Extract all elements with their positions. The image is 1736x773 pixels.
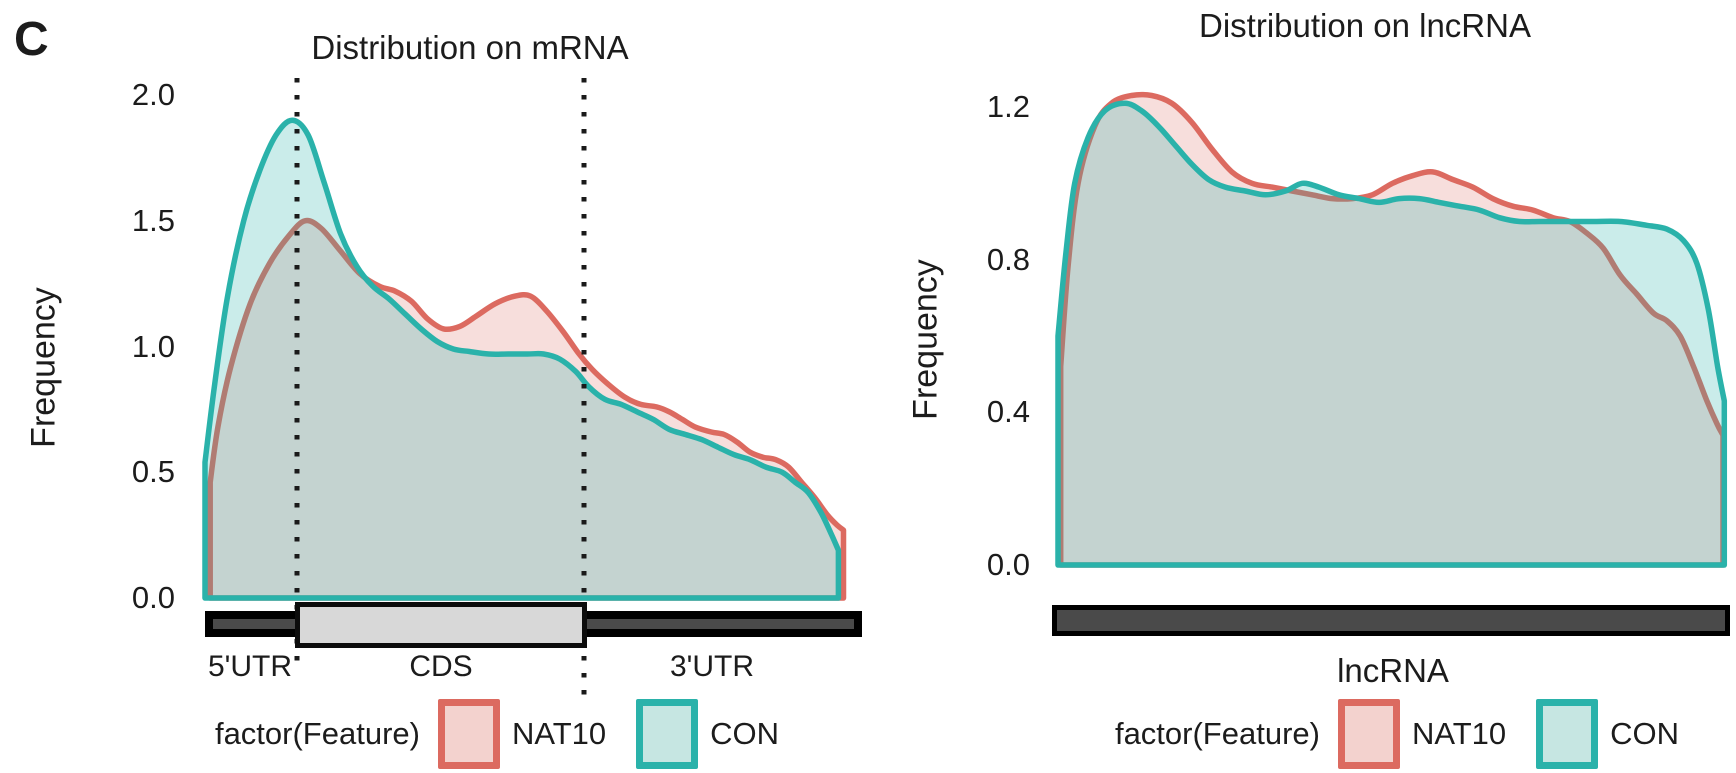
chart-title-mrna: Distribution on mRNA — [311, 29, 629, 66]
y-tick-mrna-0.5: 0.5 — [131, 454, 175, 490]
region-label-cds: CDS — [409, 650, 473, 683]
density-area-mrna-con — [202, 117, 842, 601]
legend-label-con: CON — [1610, 716, 1680, 751]
y-tick-mrna-2.0: 2.0 — [131, 77, 175, 112]
y-axis-label-mrna: Frequency — [24, 287, 63, 448]
legend-title-mrna: factor(Feature) — [214, 716, 420, 751]
legend-label-con: CON — [710, 716, 780, 751]
y-tick-mrna-0.0: 0.0 — [131, 580, 175, 615]
y-tick-lncrna-0.8: 0.8 — [986, 241, 1030, 277]
y-tick-lncrna-0.4: 0.4 — [986, 394, 1030, 430]
density-area-lncrna-con — [1055, 100, 1728, 568]
y-tick-lncrna-1.2: 1.2 — [986, 89, 1030, 124]
y-axis-label-lncrna: Frequency — [906, 259, 945, 420]
chart-title-lncrna: Distribution on lncRNA — [1199, 7, 1531, 44]
region-label-lncrna: lncRNA — [1337, 652, 1449, 689]
y-tick-mrna-1.5: 1.5 — [131, 202, 175, 238]
legend-swatch-nat10 — [1337, 699, 1400, 769]
legend-swatch-con — [1536, 699, 1599, 769]
region-label-3utr: 3'UTR — [669, 650, 755, 683]
gene-model-cds-box — [295, 602, 587, 648]
legend-swatch-nat10 — [437, 699, 500, 769]
y-tick-mrna-1.0: 1.0 — [131, 328, 175, 364]
y-tick-lncrna-0.0: 0.0 — [986, 547, 1030, 582]
legend-swatch-con — [636, 699, 699, 769]
density-area-lncrna-nat10 — [1057, 91, 1726, 568]
legend-mrna: factor(Feature) NAT10 CON — [152, 699, 872, 769]
legend-lncrna: factor(Feature) NAT10 CON — [1052, 699, 1736, 769]
gene-model-lncrna-bar — [1052, 605, 1730, 636]
density-area-mrna-nat10 — [207, 217, 847, 601]
legend-label-nat10: NAT10 — [1411, 716, 1507, 751]
region-label-5utr: 5'UTR — [207, 650, 293, 683]
legend-label-nat10: NAT10 — [511, 716, 607, 751]
legend-title-lncrna: factor(Feature) — [1114, 716, 1320, 751]
panel-letter: C — [14, 13, 49, 66]
